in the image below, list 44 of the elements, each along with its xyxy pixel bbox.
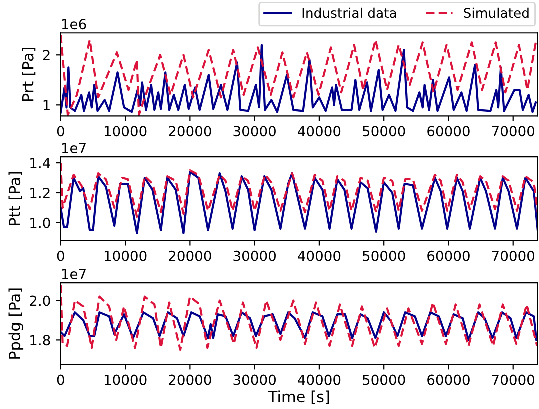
y-tick-label: 1.2 xyxy=(30,188,50,198)
y-axis-title: Prt [Pa] xyxy=(22,48,36,102)
x-tick-label: 10000 xyxy=(104,250,147,262)
line-series xyxy=(60,312,538,342)
y-tick-label: 2.0 xyxy=(30,296,50,306)
x-tick-label: 20000 xyxy=(169,126,212,137)
text: 1e7 xyxy=(62,269,86,280)
x-tick-label: 20000 xyxy=(169,250,212,262)
x-tick-label: 0 xyxy=(57,250,64,262)
x-tick-label: 10000 xyxy=(104,126,147,137)
y-tick-label: 1.8 xyxy=(30,335,50,346)
line-series xyxy=(60,162,538,218)
x-tick-label: 30000 xyxy=(234,250,276,262)
x-tick-label: 50000 xyxy=(363,374,406,386)
legend-label: Simulated xyxy=(464,8,529,18)
x-tick-label: 50000 xyxy=(363,250,406,262)
y-tick-label: 1.4 xyxy=(30,158,50,168)
y-axis-title: Ppdg [Pa] xyxy=(8,288,24,359)
text: 1e6 xyxy=(62,19,86,30)
x-tick-label: 50000 xyxy=(363,126,406,137)
x-tick-label: 40000 xyxy=(298,374,341,386)
x-tick-label: 30000 xyxy=(234,374,276,386)
y-tick-label: 2 xyxy=(43,50,50,60)
x-tick-label: 40000 xyxy=(298,250,341,262)
y-tick-label: 1 xyxy=(44,100,50,110)
x-tick-label: 70000 xyxy=(492,250,535,262)
x-tick-label: 30000 xyxy=(234,126,276,137)
text: 1e7 xyxy=(62,143,86,154)
x-tick-label: 0 xyxy=(57,126,64,137)
x-tick-label: 60000 xyxy=(428,250,470,262)
legend-label: Industrial data xyxy=(302,8,396,18)
line-series xyxy=(60,44,538,114)
x-tick-label: 70000 xyxy=(492,126,535,137)
line-series xyxy=(60,170,538,234)
x-axis-title: Time [s] xyxy=(268,390,330,404)
y-tick-label: 1.0 xyxy=(30,218,50,228)
x-tick-label: 10000 xyxy=(104,374,147,386)
x-tick-label: 40000 xyxy=(298,126,341,137)
x-tick-label: 0 xyxy=(57,374,64,386)
x-tick-label: 70000 xyxy=(492,374,535,386)
y-axis-title: Ptt [Pa] xyxy=(8,172,22,226)
x-tick-label: 60000 xyxy=(428,126,470,137)
x-tick-label: 20000 xyxy=(169,374,212,386)
x-tick-label: 60000 xyxy=(428,374,470,386)
